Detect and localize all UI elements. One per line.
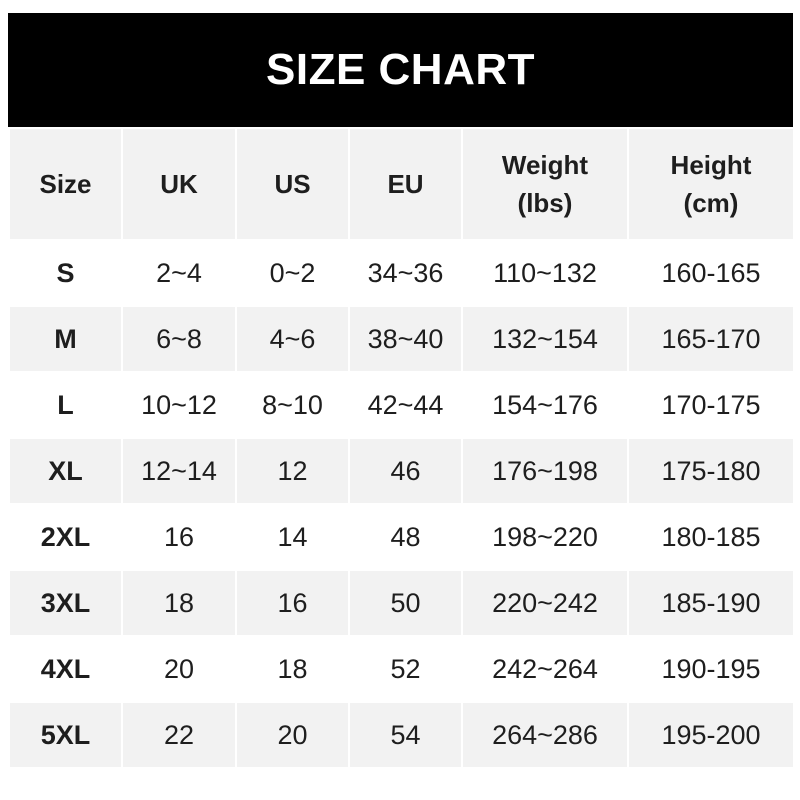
header-line: Size [39,169,92,199]
header-unit: (cm) [683,188,739,218]
cell-weight: 220~242 [461,569,629,637]
cell-us: 8~10 [235,371,350,439]
cell-eu: 46 [348,437,463,505]
table-row: 2XL 16 14 48 198~220 180-185 [8,503,795,571]
cell-us: 14 [235,503,350,571]
header-line: UK [160,169,198,199]
cell-height: 160-165 [627,239,795,307]
cell-weight: 154~176 [461,371,629,439]
cell-uk: 22 [121,701,237,769]
column-header-weight: Weight (lbs) [461,127,629,241]
header-line: Weight [501,150,589,180]
cell-us: 20 [235,701,350,769]
cell-eu: 54 [348,701,463,769]
cell-weight: 264~286 [461,701,629,769]
cell-eu: 52 [348,635,463,703]
column-header-us: US [235,127,350,241]
cell-us: 0~2 [235,239,350,307]
table-row: 5XL 22 20 54 264~286 195-200 [8,701,795,769]
cell-uk: 16 [121,503,237,571]
cell-uk: 10~12 [121,371,237,439]
header-line: Height [670,150,752,180]
cell-weight: 242~264 [461,635,629,703]
table-row: 3XL 18 16 50 220~242 185-190 [8,569,795,637]
cell-us: 18 [235,635,350,703]
table-row: M 6~8 4~6 38~40 132~154 165-170 [8,305,795,373]
cell-size: 3XL [8,569,123,637]
table-row: XL 12~14 12 46 176~198 175-180 [8,437,795,505]
cell-size: M [8,305,123,373]
cell-us: 16 [235,569,350,637]
cell-us: 4~6 [235,305,350,373]
cell-weight: 176~198 [461,437,629,505]
cell-uk: 18 [121,569,237,637]
cell-eu: 38~40 [348,305,463,373]
cell-eu: 50 [348,569,463,637]
header-line: US [274,169,311,199]
cell-eu: 48 [348,503,463,571]
header-line: EU [387,169,424,199]
column-header-eu: EU [348,127,463,241]
cell-height: 175-180 [627,437,795,505]
cell-size: XL [8,437,123,505]
column-header-size: Size [8,127,123,241]
cell-height: 195-200 [627,701,795,769]
header-unit: (lbs) [517,188,573,218]
table-row: S 2~4 0~2 34~36 110~132 160-165 [8,239,795,307]
cell-height: 190-195 [627,635,795,703]
column-header-height: Height (cm) [627,127,795,241]
cell-us: 12 [235,437,350,505]
cell-height: 165-170 [627,305,795,373]
cell-weight: 132~154 [461,305,629,373]
cell-weight: 110~132 [461,239,629,307]
page-title: SIZE CHART [266,45,535,94]
cell-eu: 42~44 [348,371,463,439]
cell-uk: 12~14 [121,437,237,505]
size-chart-table: Size UK US EU Weight (lbs) Height (cm) S 2~4 0~2 3… [8,127,795,769]
cell-weight: 198~220 [461,503,629,571]
cell-uk: 2~4 [121,239,237,307]
cell-size: L [8,371,123,439]
title-banner: SIZE CHART [8,13,793,127]
cell-height: 185-190 [627,569,795,637]
cell-size: 5XL [8,701,123,769]
cell-eu: 34~36 [348,239,463,307]
cell-uk: 6~8 [121,305,237,373]
cell-size: 4XL [8,635,123,703]
cell-uk: 20 [121,635,237,703]
cell-size: S [8,239,123,307]
header-row: Size UK US EU Weight (lbs) Height (cm) [8,127,795,241]
cell-size: 2XL [8,503,123,571]
cell-height: 170-175 [627,371,795,439]
table-row: L 10~12 8~10 42~44 154~176 170-175 [8,371,795,439]
table-row: 4XL 20 18 52 242~264 190-195 [8,635,795,703]
column-header-uk: UK [121,127,237,241]
cell-height: 180-185 [627,503,795,571]
